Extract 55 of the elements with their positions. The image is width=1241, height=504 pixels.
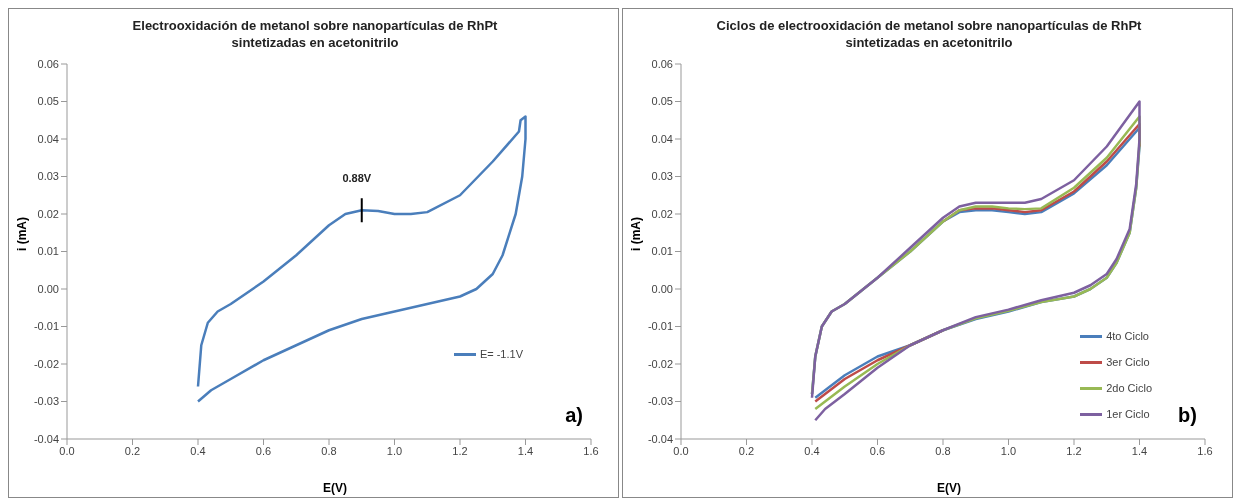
x-tick-label: 0.8 (935, 444, 951, 457)
x-tick-label: 1.4 (517, 444, 534, 457)
y-tick-label: 0.04 (37, 132, 59, 145)
chart-title: Electrooxidación de metanol sobre nanopartículas de RhPt sintetizadas en acetonitrilo (131, 17, 499, 51)
legend-label: E= -1.1V (479, 348, 523, 360)
y-tick-label: -0.02 (647, 357, 673, 370)
annotation: 0.88V (342, 172, 372, 185)
y-tick-label: 0.02 (37, 207, 59, 220)
x-tick-label: 0.2 (738, 444, 755, 457)
x-axis-title: E(V) (322, 481, 348, 495)
y-tick-label: 0.05 (37, 95, 59, 108)
x-tick-label: 1.0 (386, 444, 403, 457)
x-tick-label: 0.4 (804, 444, 820, 457)
y-tick-label: 0.04 (651, 132, 673, 145)
y-tick-label: -0.04 (647, 432, 673, 445)
legend-label: 2do Ciclo (1106, 382, 1152, 394)
x-tick-label: 1.2 (1066, 444, 1082, 457)
annotation: b) (1178, 404, 1197, 427)
annotation: a) (565, 404, 583, 427)
x-tick-label: 1.2 (452, 444, 468, 457)
y-tick-label: -0.01 (33, 320, 59, 333)
y-tick-label: 0.01 (37, 245, 59, 258)
line-series (196, 115, 527, 403)
y-tick-label: 0.03 (651, 170, 673, 183)
y-tick-label: -0.03 (33, 395, 59, 408)
x-tick-label: 0.8 (321, 444, 337, 457)
x-tick-label: 0.6 (255, 444, 272, 457)
y-tick-label: 0.06 (37, 57, 59, 70)
y-tick-label: -0.01 (647, 320, 673, 333)
x-tick-label: 1.0 (1000, 444, 1017, 457)
y-tick-label: -0.03 (647, 395, 673, 408)
y-tick-label: 0.05 (651, 95, 673, 108)
y-axis-title: i (mA) (629, 217, 643, 251)
chart-title: Ciclos de electrooxidación de metanol sobre nanopartículas de RhPt sintetizadas en acetonitrilo (715, 17, 1143, 51)
y-axis-title: i (mA) (15, 217, 29, 251)
y-tick-label: 0.02 (651, 207, 673, 220)
y-tick-label: -0.02 (33, 357, 59, 370)
legend-label: 1er Ciclo (1106, 408, 1150, 420)
x-tick-label: 1.4 (1131, 444, 1148, 457)
x-tick-label: 0.4 (190, 444, 206, 457)
x-tick-label: 1.6 (583, 444, 599, 457)
legend-label: 3er Ciclo (1106, 356, 1150, 368)
x-tick-label: 0.2 (124, 444, 141, 457)
y-tick-label: 0.00 (651, 282, 673, 295)
x-axis-title: E(V) (936, 481, 962, 495)
y-tick-label: 0.06 (651, 57, 673, 70)
y-tick-label: 0.01 (651, 245, 673, 258)
x-tick-label: 0.6 (869, 444, 886, 457)
y-tick-label: 0.00 (37, 282, 59, 295)
x-tick-label: 0.0 (673, 444, 689, 457)
y-tick-label: -0.04 (33, 432, 59, 445)
y-tick-label: 0.03 (37, 170, 59, 183)
legend-label: 4to Ciclo (1106, 330, 1149, 342)
x-tick-label: 1.6 (1197, 444, 1213, 457)
x-tick-label: 0.0 (59, 444, 75, 457)
